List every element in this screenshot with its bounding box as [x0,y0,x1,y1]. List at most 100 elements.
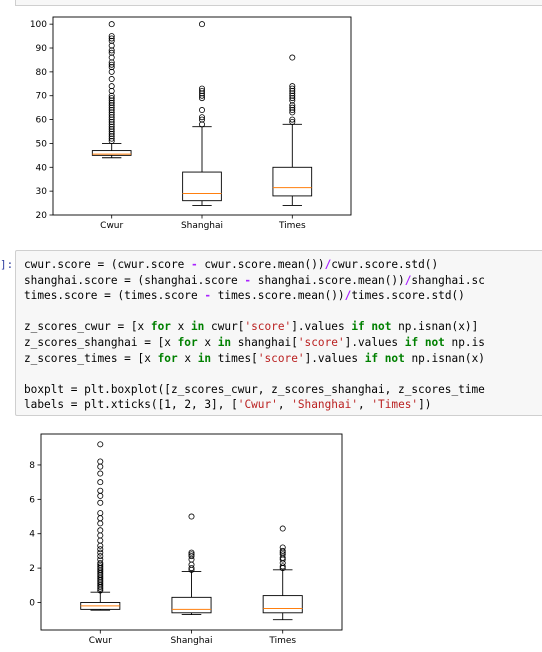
outlier-point [279,547,286,554]
outlier-point [198,107,205,114]
box [182,171,222,202]
outlier-point [108,87,115,94]
outlier-point [289,90,296,97]
outlier-point [289,85,296,92]
outlier-point [289,87,296,94]
outlier-point [108,61,115,68]
outlier-point [97,510,104,517]
box [272,166,313,197]
plot-frame [52,16,352,216]
outlier-point [97,553,104,560]
outlier-point [97,556,104,563]
code-line: z_scores_shanghai = [x for x in shanghai… [24,336,485,349]
y-tick-label: 2 [29,564,35,574]
outlier-point [97,549,104,556]
code-line: cwur.score = (cwur.score - cwur.score.me… [24,258,439,271]
outlier-point [97,470,104,477]
x-tick-label: Cwur [89,636,112,646]
outlier-point [108,21,115,28]
outlier-point [108,95,115,102]
outlier-point [108,138,115,145]
x-tick-label: Shanghai [170,636,212,646]
outlier-point [198,21,205,28]
boxplot-chart-z-scores: 0 2 4 6 8 Cwur Shanghai Times [29,433,343,646]
code-cell[interactable]: cwur.score = (cwur.score - cwur.score.me… [15,250,542,416]
y-tick-label: 0 [29,598,35,608]
outlier-point [97,527,104,534]
outlier-point [97,487,104,494]
code-line: shanghai.score = (shanghai.score - shang… [24,273,485,287]
outlier-point [289,116,296,123]
box [91,150,132,156]
cell-prompt: ]: [0,258,14,271]
outlier-point [108,83,115,90]
outlier-point [108,109,115,116]
outlier-point [289,97,296,104]
outlier-point [97,492,104,499]
outlier-point [97,563,104,570]
outlier-point [97,479,104,486]
outlier-point [188,549,195,556]
y-tick-label: 60 [36,116,48,126]
outlier-point [97,441,104,448]
outlier-point [198,121,205,128]
outlier-point [108,114,115,121]
outlier-point [108,99,115,106]
outlier-point [289,54,296,61]
outlier-point [108,35,115,42]
outlier-point [289,118,296,125]
outlier-point [97,532,104,539]
outlier-point [188,561,195,568]
outlier-point [198,116,205,123]
plot-frame [40,433,343,631]
outlier-point [108,111,115,118]
y-tick-label: 6 [29,495,35,505]
boxplot-chart-raw-scores: 20 30 40 50 60 70 80 90 100 Cwur Shanghai Times [30,16,352,231]
outlier-point [108,123,115,130]
outlier-point [108,42,115,49]
outlier-point [97,520,104,527]
box [171,596,212,614]
outlier-point [198,92,205,99]
outlier-point [97,559,104,566]
outlier-point [108,116,115,123]
outlier-point [108,68,115,75]
y-tick-label: 90 [36,44,48,54]
outlier-point [108,121,115,128]
outlier-point [289,109,296,116]
y-tick-label: 50 [36,139,48,149]
y-tick-label: 4 [29,530,35,540]
outlier-point [289,95,296,102]
code-line: z_scores_cwur = [x for x in cwur['score'… [24,320,479,334]
outlier-point [108,92,115,99]
y-tick-label: 80 [36,68,48,78]
x-tick-label: Cwur [100,221,123,231]
outlier-point [97,515,104,522]
outlier-point [108,126,115,133]
outlier-point [188,551,195,558]
outlier-point [289,102,296,109]
x-tick-label: Times [268,636,296,646]
y-tick-label: 100 [30,20,47,30]
outlier-point [108,49,115,56]
outlier-point [188,553,195,560]
outlier-point [108,33,115,40]
outlier-point [188,565,195,572]
outlier-point [97,463,104,470]
outlier-point [279,525,286,532]
y-tick-label: 40 [36,163,48,173]
code-line: z_scores_times = [x for x in times['scor… [24,351,485,365]
outlier-point [108,102,115,109]
y-tick-label: 20 [36,211,48,221]
y-tick-label: 8 [29,461,35,471]
outlier-point [198,90,205,97]
outlier-point [108,118,115,125]
code-line: times.score = (times.score - times.score… [24,289,465,303]
outlier-point [97,458,104,465]
outlier-point [108,54,115,61]
outlier-point [279,551,286,558]
outlier-point [108,104,115,111]
outlier-point [279,563,286,570]
code-line: labels = plt.xticks([1, 2, 3], ['Cwur', … [24,398,432,412]
outlier-point [289,83,296,90]
